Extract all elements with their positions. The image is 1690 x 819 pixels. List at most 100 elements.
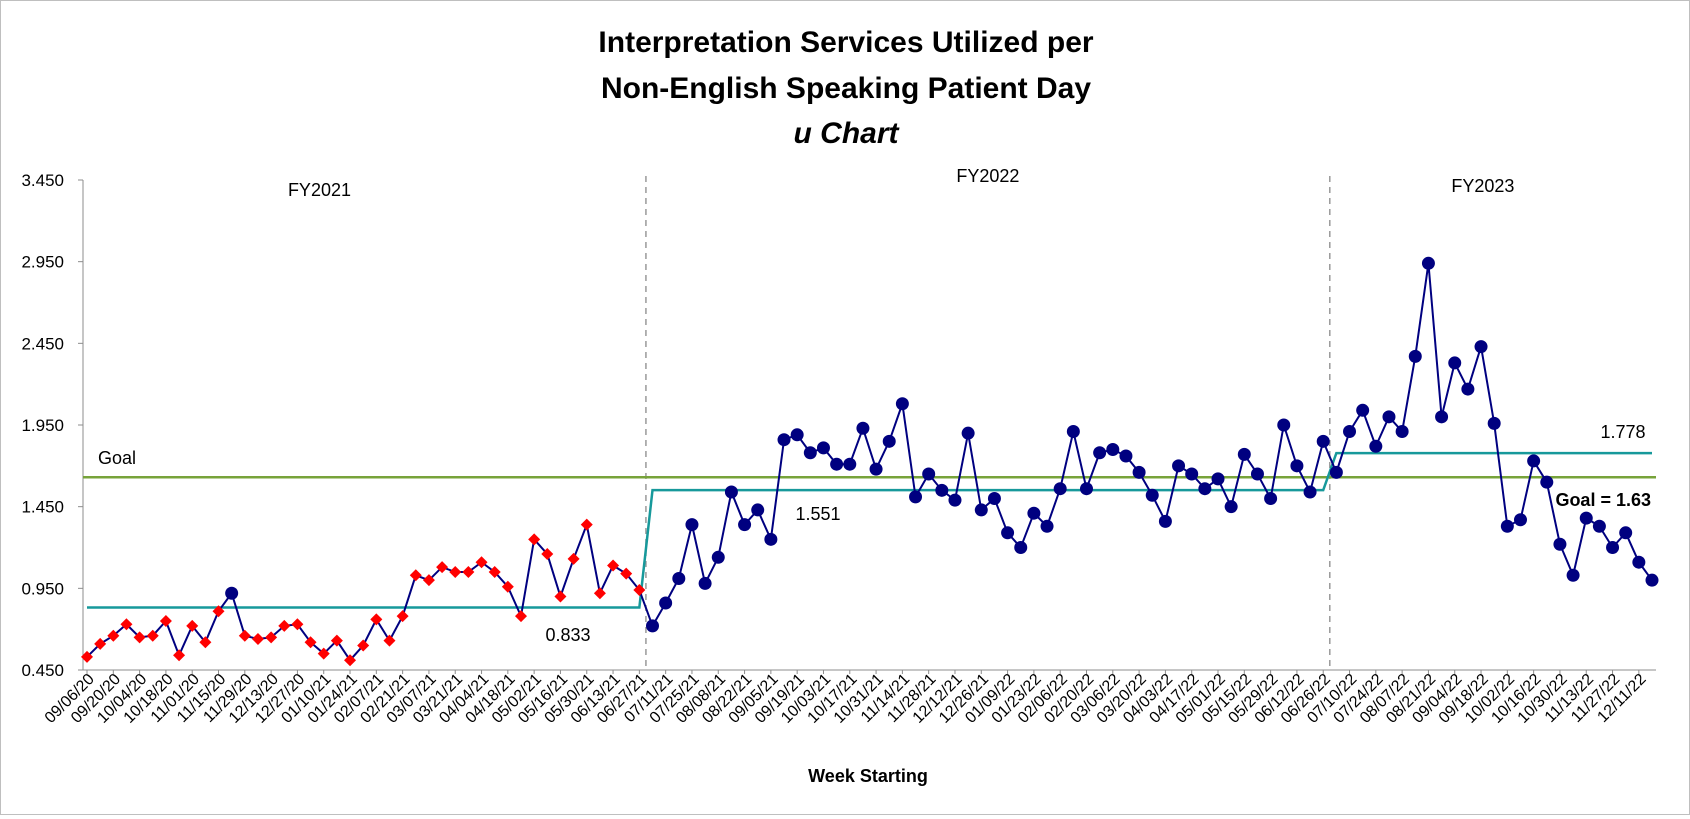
data-point (816, 441, 830, 455)
y-tick-label: 0.450 (21, 661, 64, 680)
signal-point (462, 566, 475, 578)
data-point (1250, 467, 1264, 481)
goal-value-label: Goal = 1.63 (1555, 490, 1651, 510)
data-point (1421, 256, 1435, 270)
data-point (922, 467, 936, 481)
data-point (1277, 418, 1291, 432)
center-line-label: 0.833 (545, 625, 590, 645)
data-point (1211, 472, 1225, 486)
data-point (856, 421, 870, 435)
data-point (1435, 410, 1449, 424)
signal-point (514, 610, 527, 623)
data-point (1040, 519, 1054, 533)
data-point (698, 576, 712, 590)
signal-point (554, 590, 567, 603)
signal-point (409, 569, 422, 582)
chart-title-line-3: u Chart (794, 117, 901, 150)
data-point (830, 457, 844, 471)
data-point (1290, 459, 1304, 473)
center-line (87, 451, 1652, 609)
data-point (1461, 382, 1475, 396)
signal-point (173, 649, 186, 662)
signal-point (567, 552, 580, 565)
data-point (882, 434, 896, 448)
signal-point (633, 583, 646, 596)
y-tick-label: 2.950 (21, 253, 64, 272)
data-point (646, 619, 660, 633)
signal-point (344, 654, 357, 667)
period-label: FY2021 (288, 180, 351, 200)
signal-point (133, 631, 146, 644)
data-point (1395, 425, 1409, 439)
data-point (1553, 537, 1567, 551)
signal-point (330, 634, 343, 647)
signal-point (251, 632, 264, 645)
data-point (843, 457, 857, 471)
signal-point (146, 629, 159, 642)
signal-point (607, 559, 620, 572)
signal-point (107, 629, 120, 642)
data-point (948, 493, 962, 507)
data-point (987, 492, 1001, 505)
signal-point (475, 556, 488, 569)
signal-point (580, 518, 593, 531)
data-layer (81, 256, 1659, 667)
goal-label: Goal (98, 448, 136, 468)
data-point (738, 518, 752, 532)
data-point (1027, 506, 1041, 520)
signal-point (541, 548, 554, 561)
signal-point (291, 618, 304, 631)
data-point (1540, 475, 1554, 489)
signal-point (357, 639, 370, 652)
signal-point (186, 619, 199, 632)
data-point (1448, 356, 1462, 370)
y-tick-label: 1.450 (21, 498, 64, 517)
data-point (895, 397, 909, 411)
center-line-label: 1.551 (795, 504, 840, 524)
signal-point (212, 605, 225, 618)
y-tick-label: 1.950 (21, 416, 64, 435)
y-tick-label: 3.450 (21, 171, 64, 190)
data-point (1513, 513, 1527, 527)
data-point (1093, 446, 1107, 460)
signal-point (383, 634, 396, 647)
x-axis-title: Week Starting (808, 766, 928, 786)
data-point (935, 483, 949, 497)
data-point (1237, 447, 1251, 461)
data-point (225, 586, 239, 600)
data-point (1119, 449, 1133, 463)
chart-title-line-2: Non-English Speaking Patient Day (601, 72, 1091, 105)
data-point (777, 433, 791, 447)
signal-point (620, 567, 633, 580)
signal-point (501, 580, 514, 593)
data-point (1264, 492, 1278, 505)
data-point (1645, 573, 1659, 587)
signal-point (317, 647, 330, 660)
signal-point (593, 587, 606, 600)
data-point (1592, 519, 1606, 533)
signal-point (436, 561, 449, 574)
period-label: FY2023 (1451, 176, 1514, 196)
signal-point (120, 618, 133, 631)
data-point (1487, 416, 1501, 430)
data-point (1132, 465, 1146, 479)
data-point (1566, 568, 1580, 582)
reference-lines-layer (83, 176, 1656, 670)
data-point (1303, 485, 1317, 499)
y-tick-label: 0.950 (21, 579, 64, 598)
data-point (1014, 541, 1028, 554)
signal-point (396, 610, 409, 623)
center-line-label: 1.778 (1600, 422, 1645, 442)
period-label: FY2022 (956, 166, 1019, 186)
series-line (86, 263, 1653, 662)
data-point (1632, 555, 1646, 569)
y-tick-label: 2.450 (21, 334, 64, 353)
signal-point (238, 629, 251, 642)
data-point (1172, 459, 1186, 473)
data-point (1079, 482, 1093, 496)
data-point (1158, 514, 1172, 528)
signal-point (449, 566, 462, 578)
signal-point (265, 631, 278, 644)
